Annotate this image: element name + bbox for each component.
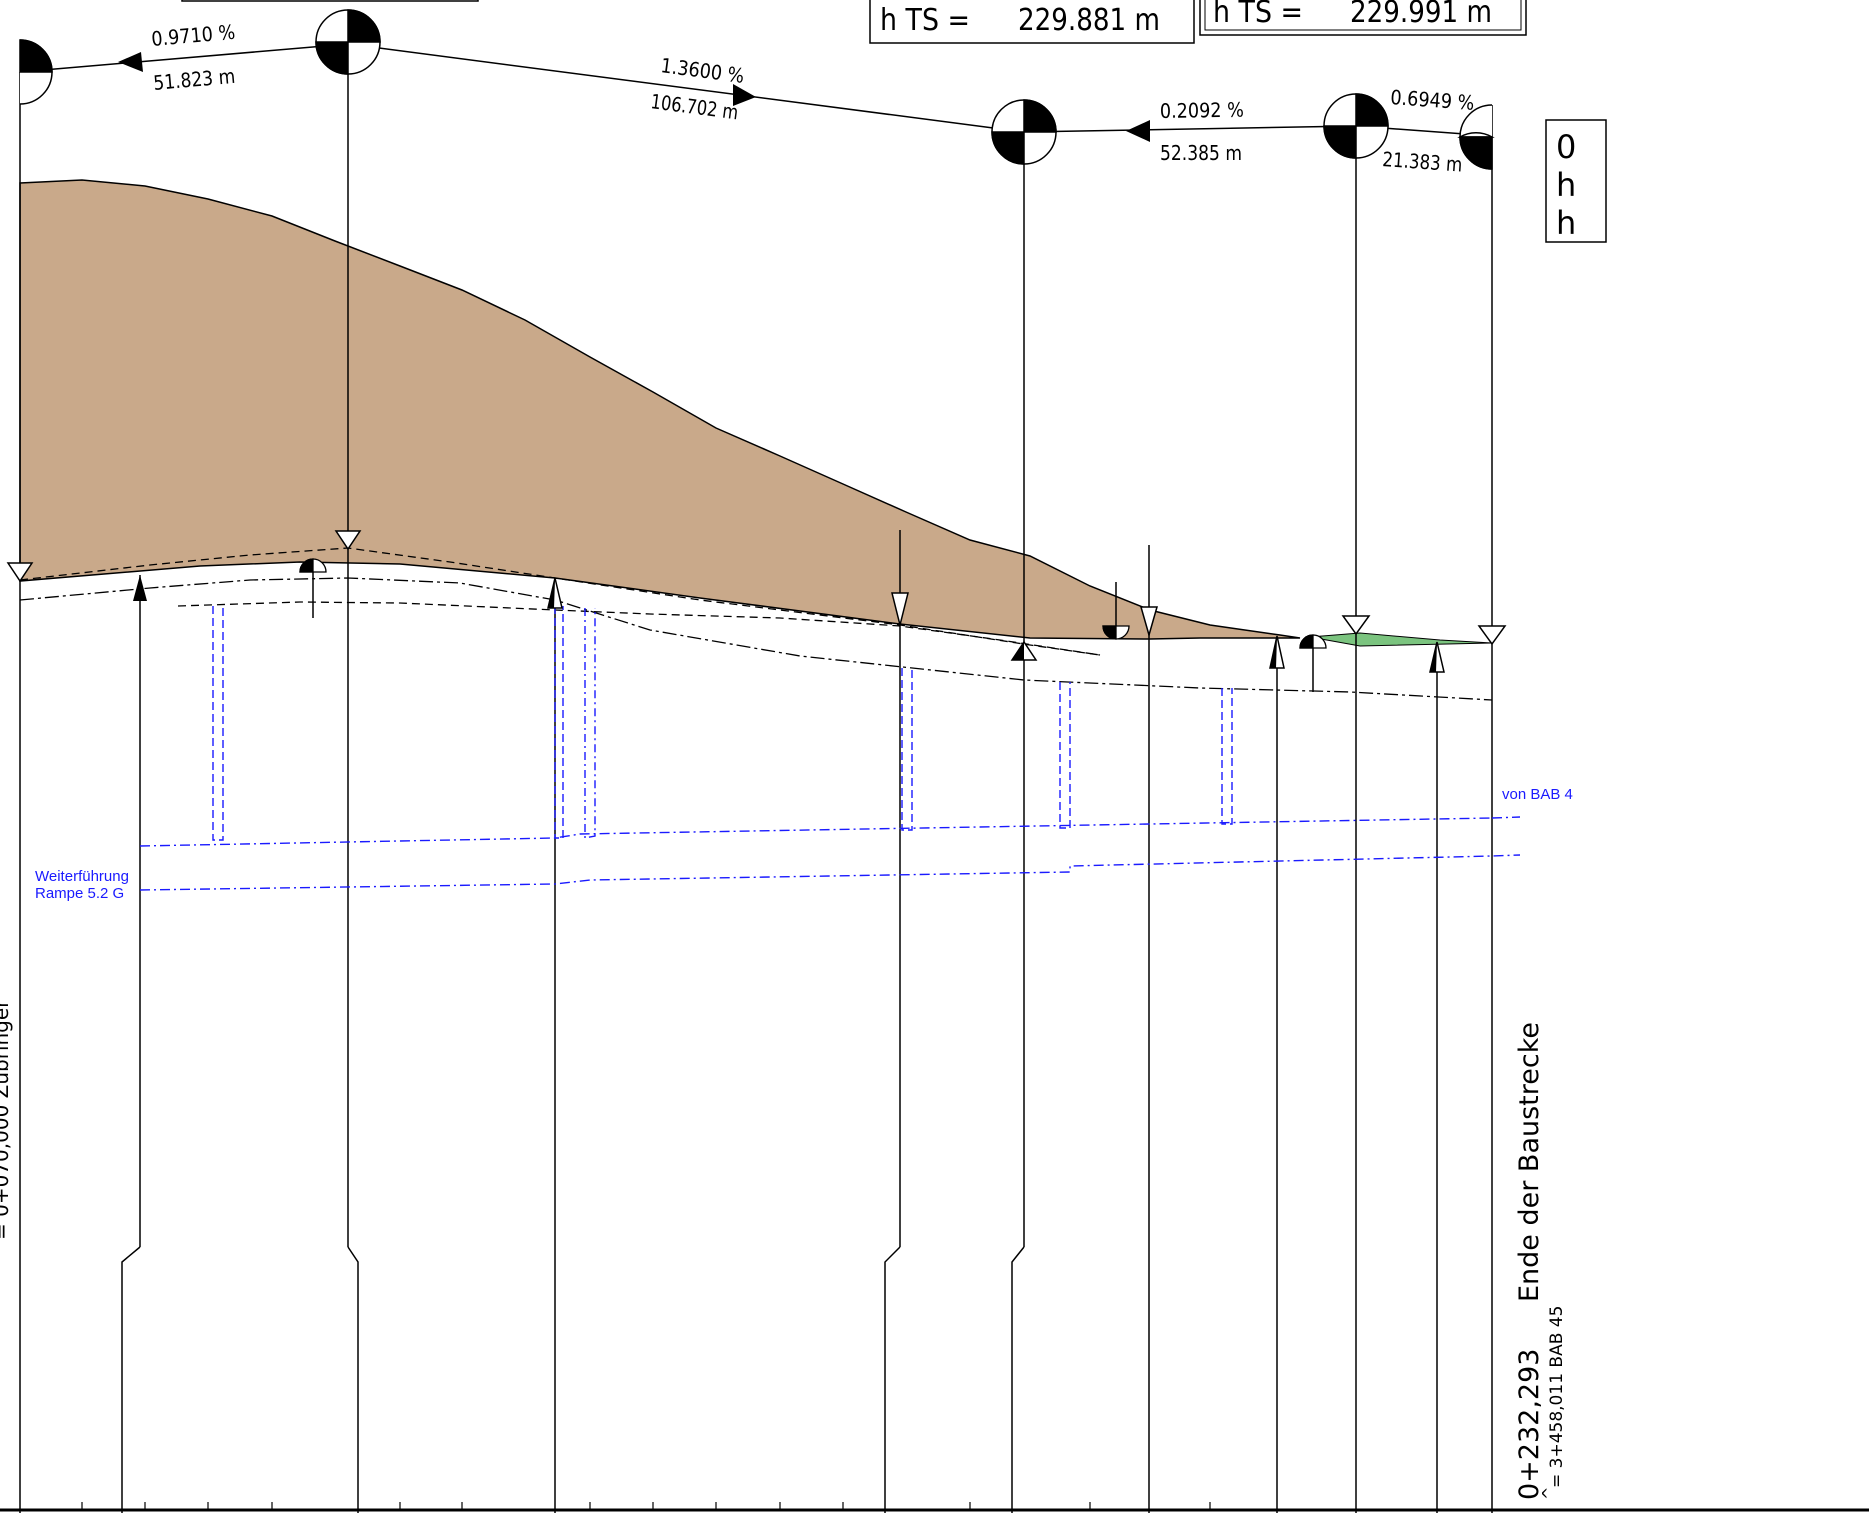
height-box-1 bbox=[869, 0, 1195, 44]
end-station-text: Ende der Baustrecke bbox=[1514, 1022, 1545, 1302]
weiterfuehrung-label: Weiterführung bbox=[35, 868, 129, 885]
subgrade-dash-dot bbox=[19, 577, 1493, 701]
right-info-box bbox=[1545, 119, 1607, 243]
height-box-2 bbox=[1199, 0, 1527, 36]
left-edge-label: = 0+070,000 Zubringer bbox=[0, 999, 13, 1240]
vpi-circle-markers bbox=[19, 9, 1495, 170]
end-station-sub: = 3+458,011 BAB 45 bbox=[1547, 1306, 1567, 1488]
gradient-2-length: 106.702 m bbox=[649, 89, 739, 124]
gradient-4-percent: 0.6949 % bbox=[1390, 85, 1475, 115]
end-station-sub-mark: ^ bbox=[1539, 1487, 1558, 1500]
height-box-2-inner bbox=[1204, 0, 1522, 31]
end-station-number: 0+232,293 bbox=[1514, 1349, 1545, 1500]
gradient-3-percent: 0.2092 % bbox=[1160, 98, 1244, 123]
half-circle-markers bbox=[299, 558, 1327, 649]
height-box-2-value: 229.991 m bbox=[1350, 0, 1492, 30]
green-fill-patch bbox=[1309, 632, 1493, 647]
baseline-ticks bbox=[81, 1502, 1211, 1510]
height-box-1-label: h TS = bbox=[880, 3, 970, 38]
right-box-letter-1: 0 bbox=[1556, 128, 1576, 166]
gradient-3-length: 52.385 m bbox=[1160, 141, 1242, 165]
terrain-cut-area bbox=[19, 179, 1301, 640]
top-left-box-fragment bbox=[181, 0, 479, 2]
gradient-1-length: 51.823 m bbox=[152, 64, 236, 95]
gradient-arrow-1 bbox=[118, 52, 143, 72]
gradient-1-percent: 0.9710 % bbox=[150, 20, 236, 51]
gradient-line bbox=[19, 43, 1493, 137]
gradient-arrow-2 bbox=[733, 84, 756, 106]
existing-ground-dashed bbox=[19, 547, 1101, 656]
gradient-arrow-3 bbox=[1126, 120, 1150, 142]
gradient-2-percent: 1.3600 % bbox=[659, 53, 745, 88]
right-box-letter-2: h bbox=[1556, 166, 1576, 204]
right-box-letter-3: h bbox=[1556, 204, 1576, 242]
height-box-1-value: 229.881 m bbox=[1018, 3, 1160, 38]
rampe-label: Rampe 5.2 G bbox=[35, 885, 124, 902]
end-station-label: 0+232,293 Ende der Baustrecke ^ = 3+458,… bbox=[1514, 1022, 1567, 1500]
gradient-4-length: 21.383 m bbox=[1382, 147, 1463, 177]
formation-dashed bbox=[177, 601, 1101, 656]
blue-structures bbox=[139, 606, 1521, 891]
left-edge-station: = 0+070,000 Zubringer bbox=[0, 999, 13, 1240]
von-bab-label: von BAB 4 bbox=[1502, 786, 1573, 803]
height-box-2-label: h TS = bbox=[1213, 0, 1303, 30]
station-lines bbox=[19, 44, 1493, 1513]
arrowheads-up-filled bbox=[133, 575, 1437, 672]
